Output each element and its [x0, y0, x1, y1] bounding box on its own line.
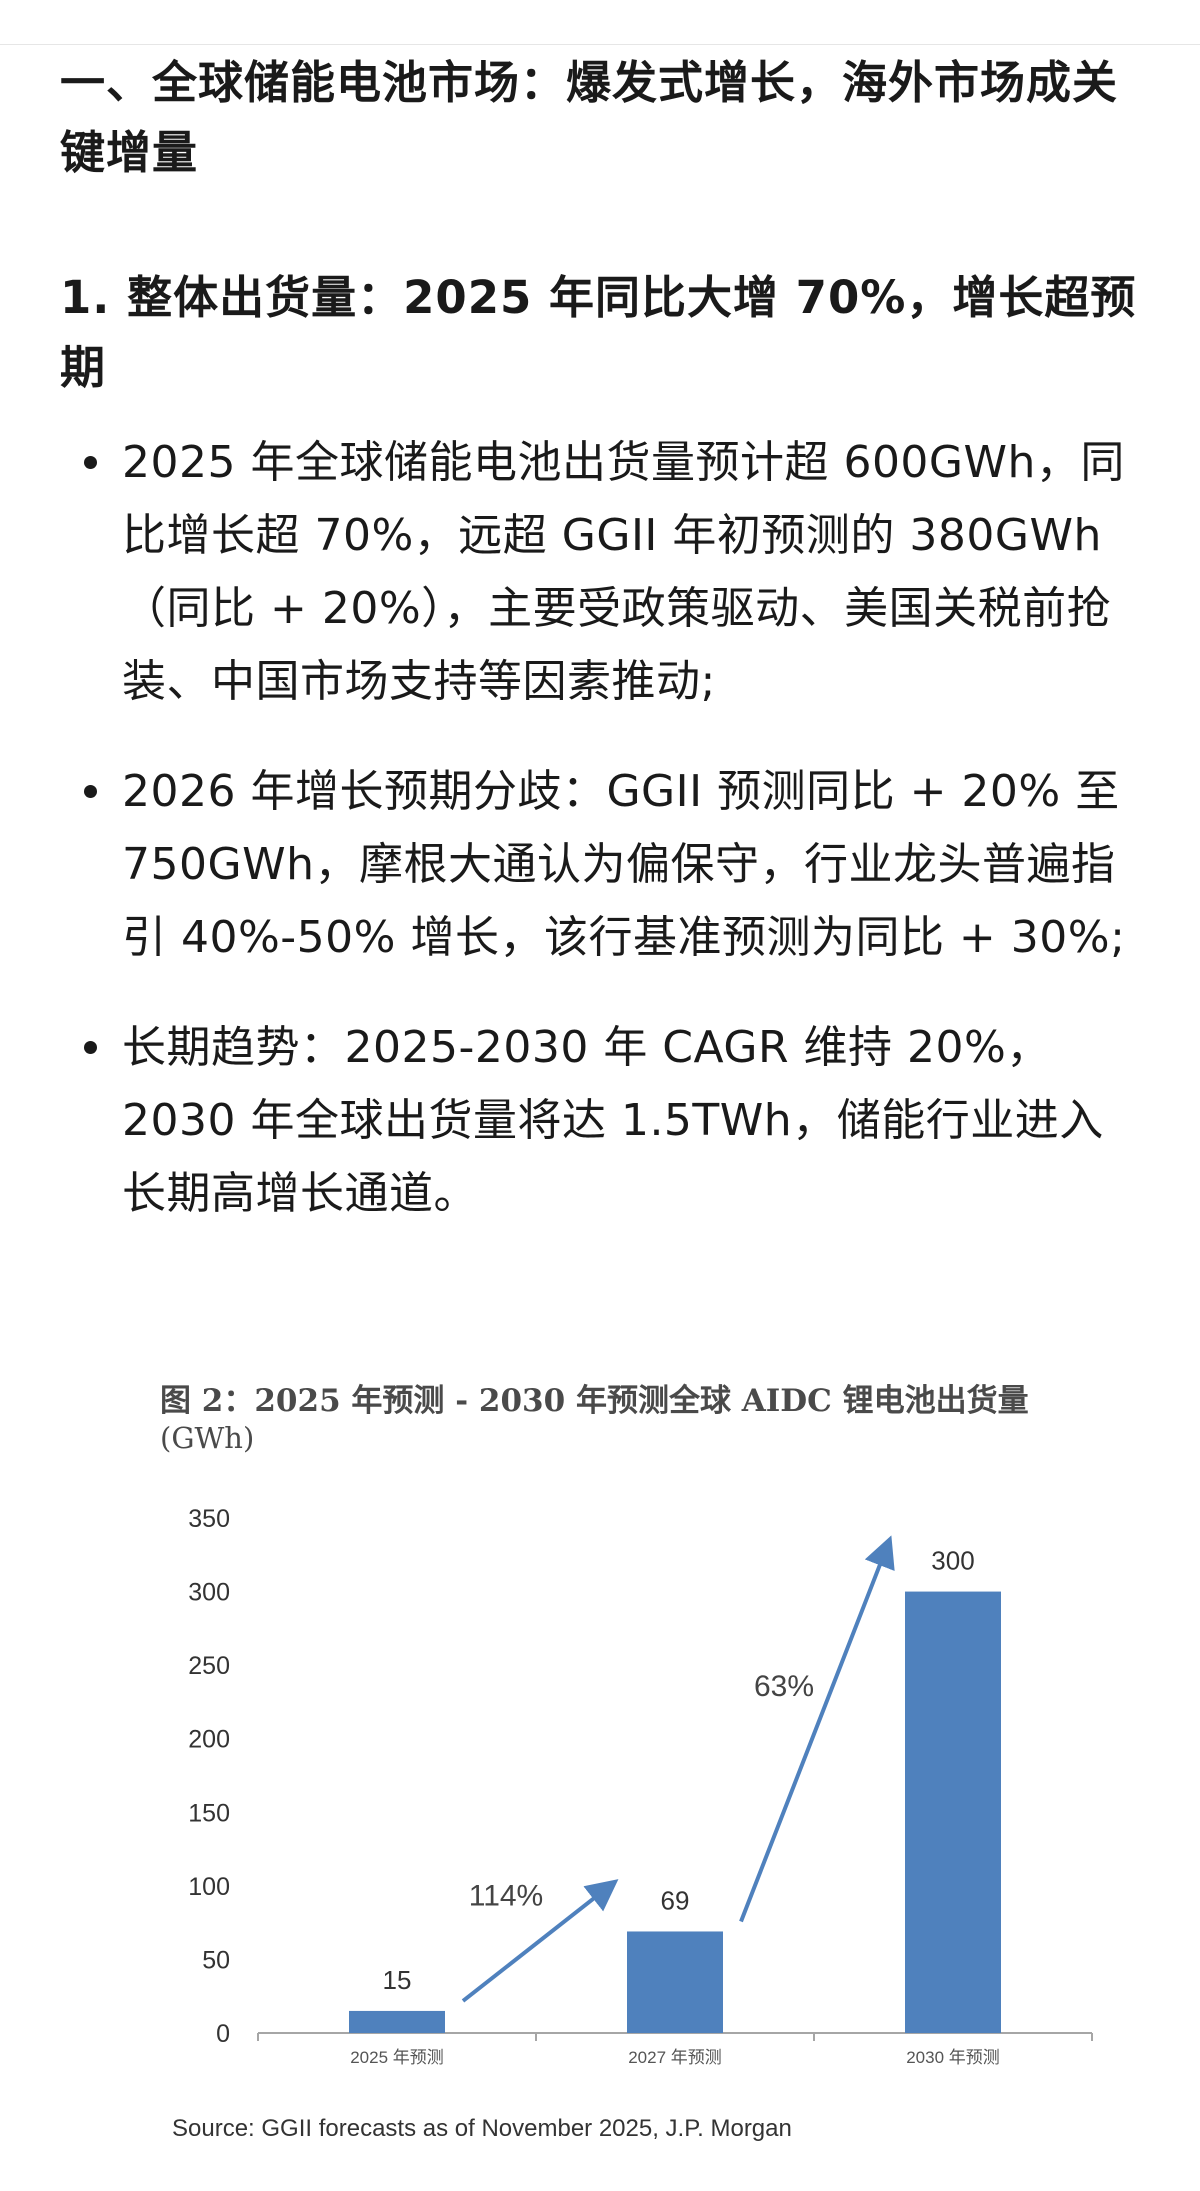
- growth-label: 63%: [754, 1670, 814, 1703]
- bar: [905, 1591, 1001, 2033]
- y-tick-label: 150: [188, 1799, 230, 1827]
- list-item: 长期趋势：2025-2030 年 CAGR 维持 20%，2030 年全球出货量…: [0, 1011, 1200, 1230]
- top-divider: [0, 44, 1200, 45]
- bullet-list: 2025 年全球储能电池出货量预计超 600GWh，同比增长超 70%，远超 G…: [0, 426, 1200, 1267]
- y-tick-label: 0: [216, 2020, 230, 2048]
- bar: [627, 1931, 723, 2033]
- x-tick-label: 2030 年预测: [906, 2048, 1000, 2067]
- bullet-dot-icon: [84, 456, 97, 469]
- list-item-text: 2025 年全球储能电池出货量预计超 600GWh，同比增长超 70%，远超 G…: [122, 437, 1125, 707]
- y-tick-label: 250: [188, 1652, 230, 1680]
- chart-figure[interactable]: 图 2：2025 年预测 - 2030 年预测全球 AIDC 锂电池出货量 (G…: [150, 1375, 1100, 2165]
- growth-label: 114%: [469, 1880, 544, 1913]
- y-tick-label: 300: [188, 1579, 230, 1607]
- list-item-text: 长期趋势：2025-2030 年 CAGR 维持 20%，2030 年全球出货量…: [122, 1022, 1104, 1219]
- data-label: 69: [661, 1885, 690, 1915]
- list-item-text: 2026 年增长预期分歧：GGII 预测同比 + 20% 至 750GWh，摩根…: [122, 766, 1126, 963]
- y-tick-label: 100: [188, 1873, 230, 1901]
- list-item: 2026 年增长预期分歧：GGII 预测同比 + 20% 至 750GWh，摩根…: [0, 755, 1200, 974]
- bullet-dot-icon: [84, 785, 97, 798]
- growth-arrow: [739, 1535, 895, 1923]
- bar-chart: 0 50 100 150 200 250 300 350 15 2025 年预测 69 2027 年预…: [188, 1505, 1093, 2067]
- y-tick-label: 200: [188, 1726, 230, 1754]
- y-tick-label: 50: [202, 1946, 230, 1974]
- chart-unit-label: (GWh): [160, 1421, 255, 1455]
- subsection-heading: 1. 整体出货量：2025 年同比大增 70%，增长超预期: [60, 271, 1137, 394]
- chart-source: Source: GGII forecasts as of November 20…: [172, 2115, 792, 2142]
- section-heading: 一、全球储能电池市场：爆发式增长，海外市场成关键增量: [60, 56, 1119, 179]
- bullet-dot-icon: [84, 1041, 97, 1054]
- list-item: 2025 年全球储能电池出货量预计超 600GWh，同比增长超 70%，远超 G…: [0, 426, 1200, 718]
- chart-title: 图 2：2025 年预测 - 2030 年预测全球 AIDC 锂电池出货量: [160, 1383, 1029, 1419]
- x-tick-label: 2027 年预测: [628, 2048, 722, 2067]
- y-tick-label: 350: [188, 1505, 230, 1533]
- growth-arrow: [461, 1879, 619, 2003]
- data-label: 300: [931, 1546, 974, 1576]
- bar: [349, 2010, 445, 2033]
- data-label: 15: [383, 1965, 412, 1995]
- x-tick-label: 2025 年预测: [350, 2048, 444, 2067]
